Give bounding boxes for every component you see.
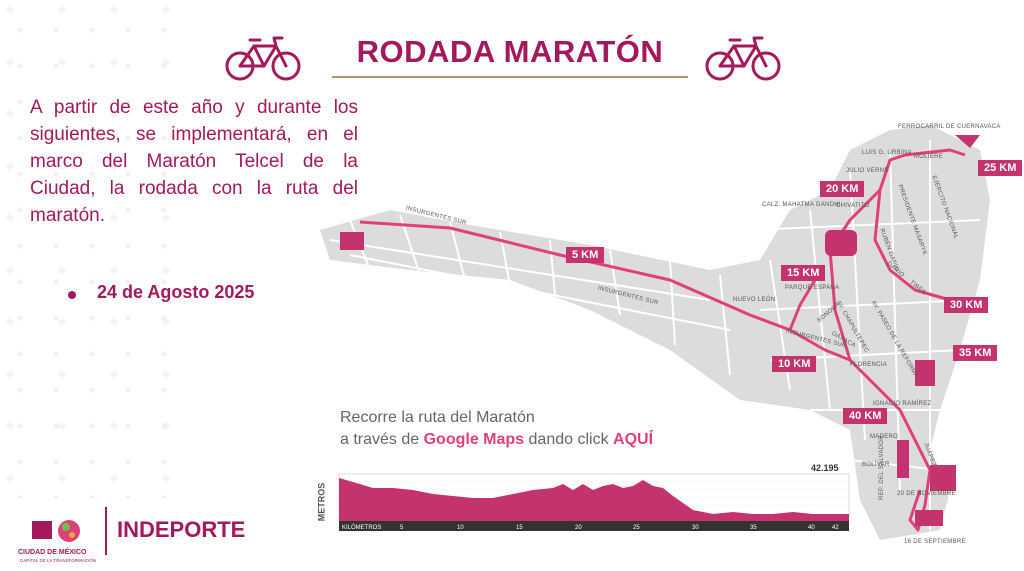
elevation-total: 42.195	[811, 463, 839, 473]
cdmx-subtitle: CAPITAL DE LA TRANSFORMACIÓN	[20, 558, 97, 563]
street-label: IGNACIO RAMÍREZ	[873, 401, 932, 407]
bicycle-icon	[225, 36, 301, 81]
street-label: PARQUE ESPAÑA	[785, 285, 840, 291]
route-map	[320, 125, 990, 540]
indeporte-logo: INDEPORTE	[117, 517, 246, 542]
street-label: FLORENCIA	[850, 362, 888, 368]
cdmx-logo	[32, 520, 80, 542]
km-marker-25: 25 KM	[978, 160, 1023, 176]
aqui-link[interactable]: AQUÍ	[613, 431, 654, 448]
intro-text: A partir de este año y durante los sigui…	[30, 97, 358, 226]
street-label: REP. DEL SALVADOR	[879, 435, 885, 500]
km-marker-20: 20 KM	[820, 181, 865, 197]
street-label: NUEVO LEÓN	[733, 297, 776, 303]
street-label: 20 DE NOVIEMBRE	[897, 491, 956, 497]
title-underline	[332, 76, 688, 78]
google-maps-cta: Recorre la ruta del Maratón a través de …	[340, 407, 653, 451]
cdmx-name: CIUDAD DE MÉXICO	[18, 549, 87, 556]
street-label: FERROCARRIL DE CUERNAVACA	[898, 124, 1001, 130]
footer	[0, 498, 247, 571]
street-label: MADERO	[870, 434, 899, 440]
km-marker-10: 10 KM	[772, 356, 817, 372]
street-label: LUIS G. URBINA	[862, 150, 912, 156]
street-label: JULIO VERNE	[846, 168, 889, 174]
km-marker-5: 5 KM	[566, 247, 605, 263]
google-maps-link[interactable]: Google Maps	[423, 431, 525, 448]
footer-divider	[105, 507, 107, 555]
street-label: MOLIERE	[914, 154, 944, 160]
km-marker-15: 15 KM	[781, 265, 826, 281]
page-title: RODADA MARATÓN	[356, 34, 664, 69]
elevation-profile	[338, 473, 850, 531]
street-label: 16 DE SEPTIEMBRE	[904, 539, 966, 545]
km-marker-30: 30 KM	[944, 297, 989, 313]
street-label: CALZ. MAHATMA GANDHI	[762, 202, 841, 208]
bicycle-icon	[705, 36, 781, 81]
event-date: 24 de Agosto 2025	[97, 282, 255, 302]
street-label: BOLÍVAR	[862, 462, 890, 468]
street-label: CHIVATITO	[836, 203, 870, 209]
km-marker-35: 35 KM	[953, 345, 998, 361]
header: RODADA MARATÓN	[210, 28, 810, 88]
cta-line-2: a través de Google Maps dando click AQUÍ	[340, 431, 654, 448]
decorative-pattern	[0, 0, 190, 571]
bullet-icon	[68, 291, 76, 299]
elevation-x-axis: KILÓMETROS 5 10 15 20 25 30 35 40 42	[342, 525, 839, 531]
km-marker-40: 40 KM	[843, 408, 888, 424]
cta-line-1: Recorre la ruta del Maratón	[340, 409, 535, 426]
